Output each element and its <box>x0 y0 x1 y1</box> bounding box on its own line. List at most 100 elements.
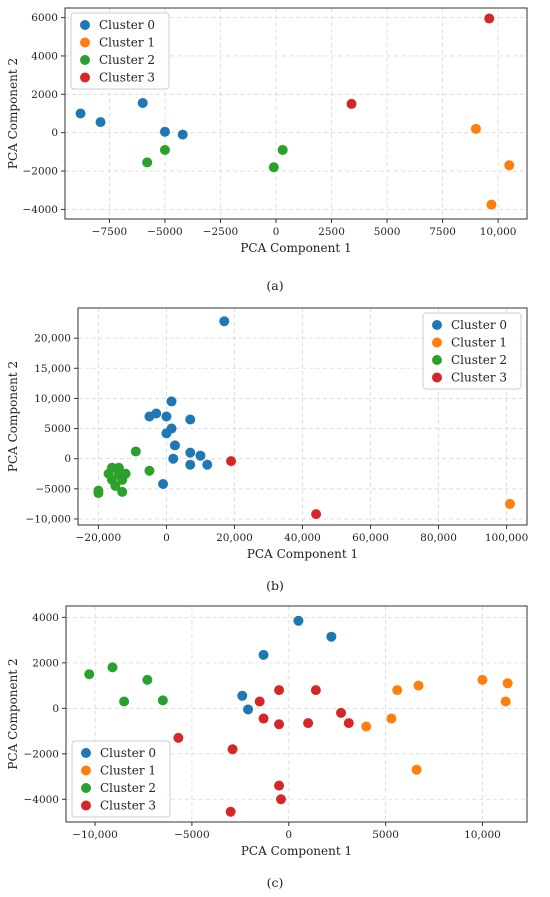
data-point-cluster1 <box>477 674 488 685</box>
x-tick-label: 10,000 <box>480 226 517 238</box>
data-point-cluster0 <box>166 396 177 407</box>
legend-label: Cluster 3 <box>451 371 507 385</box>
data-point-cluster0 <box>151 408 162 419</box>
legend-label: Cluster 2 <box>99 53 155 67</box>
data-point-cluster3 <box>274 780 285 791</box>
legend-marker <box>81 765 91 776</box>
data-point-cluster3 <box>343 718 354 729</box>
data-point-cluster0 <box>158 479 169 490</box>
y-tick-label: 15,000 <box>34 363 71 375</box>
data-point-cluster0 <box>169 440 180 451</box>
data-point-cluster0 <box>202 459 213 470</box>
x-tick-label: 80,000 <box>420 532 457 544</box>
x-axis-label: PCA Component 1 <box>247 547 358 561</box>
x-tick-label: 0 <box>273 226 280 238</box>
data-point-cluster1 <box>413 680 424 691</box>
data-point-cluster2 <box>107 662 118 673</box>
legend-marker <box>432 320 442 330</box>
data-point-cluster0 <box>168 453 179 464</box>
plot-frame <box>65 605 528 823</box>
x-axis-label: PCA Component 1 <box>240 241 351 255</box>
x-tick-label: 60,000 <box>352 532 389 544</box>
data-point-cluster3 <box>311 509 322 520</box>
y-tick-label: 2000 <box>32 657 59 669</box>
data-point-cluster2 <box>130 446 141 457</box>
data-point-cluster2 <box>159 144 170 155</box>
legend-label: Cluster 2 <box>451 353 507 367</box>
x-tick-label: −5000 <box>147 226 183 238</box>
legend-marker <box>432 372 442 383</box>
y-tick-label: 2000 <box>31 89 58 101</box>
data-point-cluster1 <box>386 713 397 724</box>
y-tick-label: 5000 <box>44 423 71 435</box>
data-point-cluster0 <box>237 690 248 701</box>
legend-label: Cluster 1 <box>99 36 155 50</box>
data-point-cluster1 <box>504 160 515 171</box>
x-tick-label: −2500 <box>203 226 239 238</box>
data-point-cluster2 <box>113 462 124 473</box>
legend-box <box>71 740 171 818</box>
data-point-cluster2 <box>117 486 128 497</box>
x-tick-label: 0 <box>285 829 292 841</box>
data-point-cluster1 <box>392 685 403 696</box>
x-tick-label: −7500 <box>92 226 128 238</box>
legend-label: Cluster 0 <box>451 318 507 332</box>
data-point-cluster0 <box>95 117 106 128</box>
y-axis-label: PCA Component 2 <box>6 658 20 769</box>
data-point-cluster0 <box>75 108 86 119</box>
data-point-cluster0 <box>177 129 188 140</box>
y-axis-label: PCA Component 2 <box>6 361 20 472</box>
data-point-cluster0 <box>161 411 172 422</box>
chart-0: −7500 −5000 −2500 0 2500 5000 7500 10,000 −4000 −… <box>6 7 528 293</box>
data-point-cluster0 <box>219 316 230 327</box>
data-point-cluster3 <box>254 696 265 707</box>
data-point-cluster1 <box>486 199 497 210</box>
x-tick-label: 10,000 <box>464 829 501 841</box>
x-tick-label: −20,000 <box>76 532 122 544</box>
y-tick-label: 0 <box>52 703 59 715</box>
data-point-cluster2 <box>84 669 95 680</box>
plot-frame <box>64 7 528 220</box>
y-tick-label: −4000 <box>22 204 58 216</box>
x-tick-label: −10,000 <box>72 829 118 841</box>
y-tick-label: 6000 <box>31 12 58 24</box>
y-tick-label: −2000 <box>23 748 59 760</box>
legend-marker <box>81 748 91 758</box>
y-tick-label: 4000 <box>32 612 59 624</box>
data-point-cluster0 <box>258 649 269 660</box>
legend-marker <box>80 72 90 83</box>
legend-label: Cluster 0 <box>100 746 156 760</box>
y-tick-label: −5000 <box>35 483 71 495</box>
data-point-cluster3 <box>274 685 285 696</box>
data-point-cluster3 <box>173 732 184 743</box>
x-tick-label: 100,000 <box>485 532 528 544</box>
x-axis-label: PCA Component 1 <box>241 844 352 858</box>
data-point-cluster0 <box>159 126 170 137</box>
data-point-cluster2 <box>142 157 153 168</box>
y-tick-label: −4000 <box>23 794 59 806</box>
data-point-cluster0 <box>185 459 196 470</box>
legend: Cluster 0 Cluster 1 Cluster 2 Cluster 3 <box>70 12 170 90</box>
data-point-cluster3 <box>258 713 269 724</box>
data-point-cluster2 <box>93 488 104 499</box>
legend-label: Cluster 1 <box>451 336 507 350</box>
x-tick-label: 40,000 <box>284 532 321 544</box>
data-point-cluster3 <box>276 794 287 805</box>
y-axis-label: PCA Component 2 <box>6 58 20 169</box>
data-point-cluster1 <box>500 696 511 707</box>
legend-label: Cluster 1 <box>100 764 156 778</box>
data-point-cluster0 <box>326 631 337 642</box>
x-tick-label: 0 <box>163 532 170 544</box>
data-point-cluster2 <box>110 480 121 491</box>
legend-marker <box>432 337 442 348</box>
data-point-cluster2 <box>277 144 288 155</box>
y-tick-label: 10,000 <box>34 393 71 405</box>
legend-label: Cluster 3 <box>100 799 156 813</box>
legend-label: Cluster 2 <box>100 781 156 795</box>
y-tick-label: 0 <box>64 453 71 465</box>
data-point-cluster1 <box>361 721 372 732</box>
legend-label: Cluster 3 <box>99 71 155 85</box>
data-point-cluster3 <box>336 707 347 718</box>
data-point-cluster3 <box>303 718 314 729</box>
